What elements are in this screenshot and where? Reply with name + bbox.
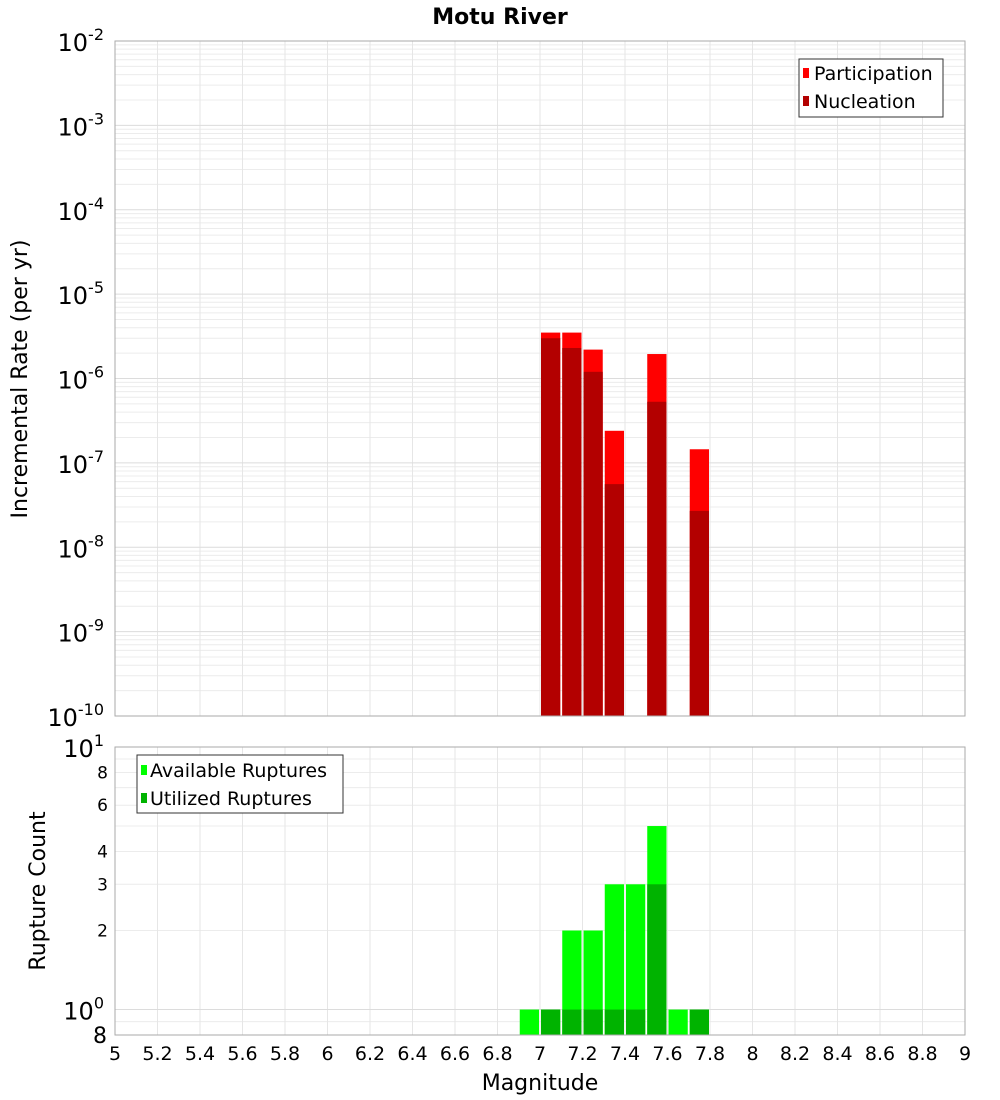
utilized-ruptures-bar	[541, 1009, 561, 1035]
top-y-tick-label: 10-3	[58, 109, 105, 141]
top-plot-frame	[114, 40, 966, 717]
nucleation-bar	[583, 371, 603, 716]
bottom-legend-swatch	[141, 793, 147, 803]
available-ruptures-bar	[668, 1009, 688, 1035]
top-legend-swatch	[803, 96, 809, 106]
top-y-tick-label: 10-2	[58, 25, 105, 57]
x-tick-label: 8.2	[780, 1043, 810, 1065]
utilized-ruptures-bar	[647, 884, 667, 1035]
x-tick-label: 6.2	[355, 1043, 385, 1065]
x-tick-label: 5.8	[270, 1043, 300, 1065]
x-tick-label: 8	[746, 1043, 758, 1065]
x-tick-label: 7.6	[652, 1043, 682, 1065]
utilized-ruptures-bar	[583, 1009, 603, 1035]
bottom-y-axis-min-label: 8	[93, 1024, 107, 1049]
bottom-plot-frame	[114, 746, 966, 1036]
bottom-y-major-tick-label: 100	[63, 994, 104, 1026]
available-ruptures-bar	[626, 884, 646, 1035]
top-plot: 10-10 10-9 10-8 10-7 10-6 10-5 10-4 10-3 10-2 Par…	[47, 25, 966, 732]
bottom-legend-label: Available Ruptures	[150, 760, 327, 782]
utilized-ruptures-bar	[626, 1009, 646, 1035]
top-y-tick-label: 10-5	[58, 278, 105, 310]
x-tick-label: 8.6	[865, 1043, 895, 1065]
top-y-tick-label: 10-9	[58, 616, 105, 648]
top-y-tick-label: 10-4	[58, 194, 105, 226]
top-y-tick-label: 10-10	[47, 700, 104, 732]
bottom-y-tick-label: 6	[97, 796, 108, 816]
x-tick-label: 5	[109, 1043, 121, 1065]
bottom-y-major-tick-label: 101	[63, 731, 104, 763]
utilized-ruptures-bar	[689, 1009, 709, 1035]
x-tick-label: 6	[321, 1043, 333, 1065]
top-legend-swatch	[803, 68, 809, 78]
x-tick-label: 6.4	[397, 1043, 427, 1065]
bottom-legend: Available Ruptures Utilized Ruptures	[136, 754, 344, 814]
bottom-y-tick-label: 3	[97, 875, 108, 895]
x-tick-label: 7	[534, 1043, 546, 1065]
bottom-y-axis-label: Rupture Count	[26, 811, 51, 971]
available-ruptures-bar	[562, 930, 582, 1035]
bottom-legend-swatch	[141, 765, 147, 775]
nucleation-bar	[647, 401, 667, 716]
nucleation-bar	[604, 484, 624, 716]
bottom-y-tick-label: 8	[97, 763, 108, 783]
x-tick-label: 8.8	[907, 1043, 937, 1065]
top-y-tick-label: 10-6	[58, 363, 105, 395]
x-tick-label: 5.2	[142, 1043, 172, 1065]
x-tick-label: 5.4	[185, 1043, 215, 1065]
x-axis-label: Magnitude	[482, 1071, 599, 1096]
bottom-y-tick-label: 2	[97, 922, 108, 942]
x-tick-label: 8.4	[822, 1043, 852, 1065]
bottom-legend-label: Utilized Ruptures	[150, 788, 312, 810]
x-tick-label: 9	[959, 1043, 971, 1065]
bottom-y-tick-label: 4	[97, 842, 108, 862]
utilized-ruptures-bar	[604, 1009, 624, 1035]
x-tick-label: 7.2	[567, 1043, 597, 1065]
top-legend-label: Nucleation	[814, 91, 916, 113]
utilized-ruptures-bar	[562, 1009, 582, 1035]
x-tick-label: 7.4	[610, 1043, 640, 1065]
top-y-tick-label: 10-7	[58, 447, 105, 479]
nucleation-bar	[562, 347, 582, 716]
x-tick-label: 7.8	[695, 1043, 725, 1065]
x-tick-label: 6.8	[482, 1043, 512, 1065]
nucleation-bar	[689, 510, 709, 716]
available-ruptures-bar	[583, 930, 603, 1035]
x-tick-label: 6.6	[440, 1043, 470, 1065]
top-legend-label: Participation	[814, 63, 933, 85]
available-ruptures-bar	[519, 1009, 539, 1035]
bottom-legend-box	[136, 754, 344, 814]
top-legend-box	[798, 58, 944, 118]
top-y-tick-label: 10-8	[58, 531, 105, 563]
chart-title: Motu River	[432, 5, 568, 30]
top-y-axis-label: Incremental Rate (per yr)	[8, 240, 33, 519]
top-legend: Participation Nucleation	[798, 58, 944, 118]
nucleation-bar	[541, 338, 561, 716]
available-ruptures-bar	[604, 884, 624, 1035]
x-tick-label: 5.6	[227, 1043, 257, 1065]
